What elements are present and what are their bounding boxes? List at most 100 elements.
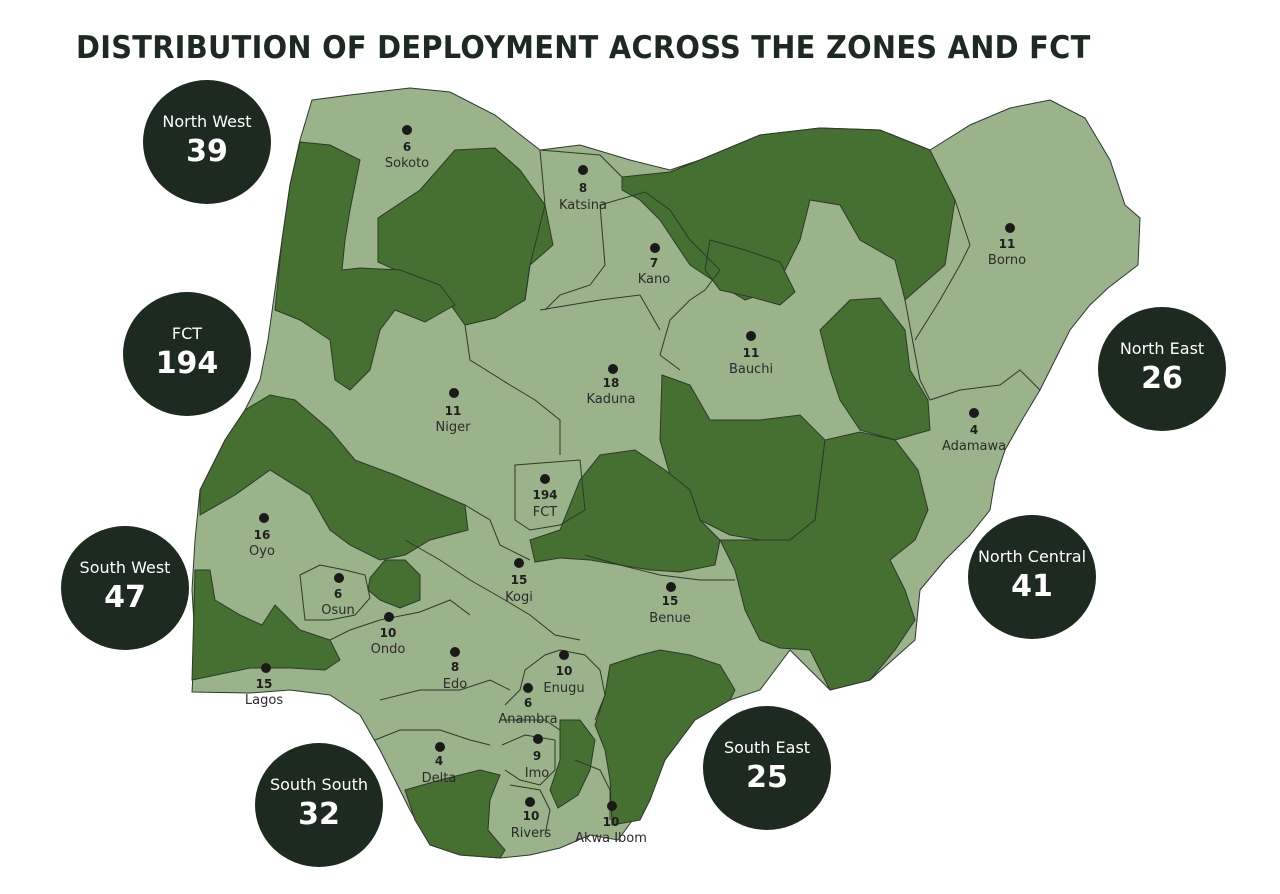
state-value: 10	[380, 626, 397, 640]
zone-value: 25	[746, 760, 788, 795]
state-value: 8	[579, 181, 587, 195]
state-marker-enugu[interactable]: 10 Enugu	[543, 650, 585, 696]
map-pin-icon	[384, 612, 394, 622]
zone-badge-south-west: South West 47	[61, 526, 189, 650]
zone-badge-south-east: South East 25	[703, 706, 831, 830]
map-pin-icon	[449, 388, 459, 398]
state-name: Akwa Ibom	[575, 831, 647, 846]
state-marker-katsina[interactable]: 8 Katsina	[559, 165, 607, 213]
zone-badge-north-west: North West 39	[143, 80, 271, 204]
map-pin-icon	[746, 331, 756, 341]
map-pin-icon	[969, 408, 979, 418]
gombe-region	[819, 297, 931, 441]
map-pin-icon	[523, 683, 533, 693]
map-pin-icon	[608, 364, 618, 374]
state-marker-edo[interactable]: 8 Edo	[443, 647, 467, 692]
state-name: Kogi	[505, 590, 533, 605]
state-name: Delta	[422, 771, 457, 786]
state-name: Enugu	[543, 681, 584, 696]
map-pin-icon	[261, 663, 271, 673]
state-marker-bauchi[interactable]: 11 Bauchi	[729, 331, 773, 377]
state-value: 4	[970, 423, 978, 437]
map-pin-icon	[450, 647, 460, 657]
state-marker-imo[interactable]: 9 Imo	[525, 734, 549, 781]
map-pin-icon	[578, 165, 588, 175]
state-marker-osun[interactable]: 6 Osun	[321, 573, 355, 618]
zone-badge-fct: FCT 194	[123, 292, 251, 416]
zone-name: South East	[723, 738, 811, 757]
state-value: 16	[254, 528, 271, 542]
state-value: 8	[451, 660, 459, 674]
zone-badge-north-central: North Central 41	[968, 515, 1096, 639]
state-name: Borno	[988, 253, 1026, 268]
zone-value: 47	[104, 580, 146, 615]
state-marker-borno[interactable]: 11 Borno	[988, 223, 1026, 268]
zone-value: 26	[1141, 361, 1183, 396]
state-value: 6	[524, 696, 532, 710]
map-pin-icon	[514, 558, 524, 568]
page-title: DISTRIBUTION OF DEPLOYMENT ACROSS THE ZO…	[76, 30, 1091, 66]
zone-badge-north-east: North East 26	[1098, 307, 1226, 431]
state-value: 6	[403, 140, 411, 154]
state-marker-rivers[interactable]: 10 Rivers	[511, 797, 552, 841]
state-marker-benue[interactable]: 15 Benue	[649, 582, 691, 626]
state-name: Oyo	[249, 544, 275, 559]
yobe-region	[704, 239, 796, 306]
state-name: Kano	[638, 272, 671, 287]
zone-value: 39	[186, 134, 228, 169]
zone-name: North Central	[977, 547, 1087, 566]
state-value: 10	[556, 664, 573, 678]
kebbi-region	[274, 141, 456, 391]
state-marker-niger[interactable]: 11 Niger	[436, 388, 472, 435]
map-pin-icon	[334, 573, 344, 583]
state-name: Osun	[321, 603, 354, 618]
map-pin-icon	[1005, 223, 1015, 233]
map-pin-icon	[435, 742, 445, 752]
state-name: Rivers	[511, 826, 552, 841]
zone-name: North West	[162, 112, 252, 131]
state-marker-kogi[interactable]: 15 Kogi	[505, 558, 533, 605]
state-marker-sokoto[interactable]: 6 Sokoto	[385, 125, 429, 171]
taraba-region	[719, 431, 929, 691]
state-value: 18	[603, 376, 620, 390]
bayelsa-region	[404, 769, 506, 859]
zone-name: FCT	[171, 324, 203, 343]
state-value: 9	[533, 749, 541, 763]
ogun-region	[191, 569, 341, 681]
state-marker-lagos[interactable]: 15 Lagos	[245, 663, 283, 708]
state-name: Adamawa	[942, 439, 1006, 454]
state-marker-akwa-ibom[interactable]: 10 Akwa Ibom	[575, 801, 647, 846]
zone-name: South West	[79, 558, 171, 577]
map-pin-icon	[559, 650, 569, 660]
state-marker-delta[interactable]: 4 Delta	[422, 742, 457, 786]
map-pin-icon	[259, 513, 269, 523]
state-marker-adamawa[interactable]: 4 Adamawa	[942, 408, 1006, 454]
state-value: 10	[523, 809, 540, 823]
state-value: 194	[532, 488, 557, 502]
zone-value: 41	[1011, 569, 1053, 604]
state-name: Imo	[525, 766, 549, 781]
zone-name: North East	[1119, 339, 1205, 358]
state-name: Lagos	[245, 693, 283, 708]
state-marker-fct[interactable]: 194 FCT	[532, 474, 558, 520]
ekiti-region	[367, 559, 421, 609]
state-marker-ondo[interactable]: 10 Ondo	[371, 612, 406, 657]
zone-value: 194	[155, 346, 219, 381]
state-value: 15	[511, 573, 528, 587]
state-marker-kaduna[interactable]: 18 Kaduna	[587, 364, 636, 407]
map-pin-icon	[607, 801, 617, 811]
map-pin-icon	[533, 734, 543, 744]
abia-region	[549, 719, 596, 809]
cross-river-region	[594, 649, 736, 826]
state-marker-anambra[interactable]: 6 Anambra	[498, 683, 558, 727]
map-pin-icon	[525, 797, 535, 807]
state-name: FCT	[533, 505, 558, 520]
state-marker-kano[interactable]: 7 Kano	[638, 243, 671, 287]
state-marker-oyo[interactable]: 16 Oyo	[249, 513, 275, 559]
state-name: Katsina	[559, 198, 607, 213]
state-value: 15	[256, 677, 273, 691]
state-value: 7	[650, 256, 658, 270]
state-name: Bauchi	[729, 362, 773, 377]
state-name: Sokoto	[385, 156, 429, 171]
